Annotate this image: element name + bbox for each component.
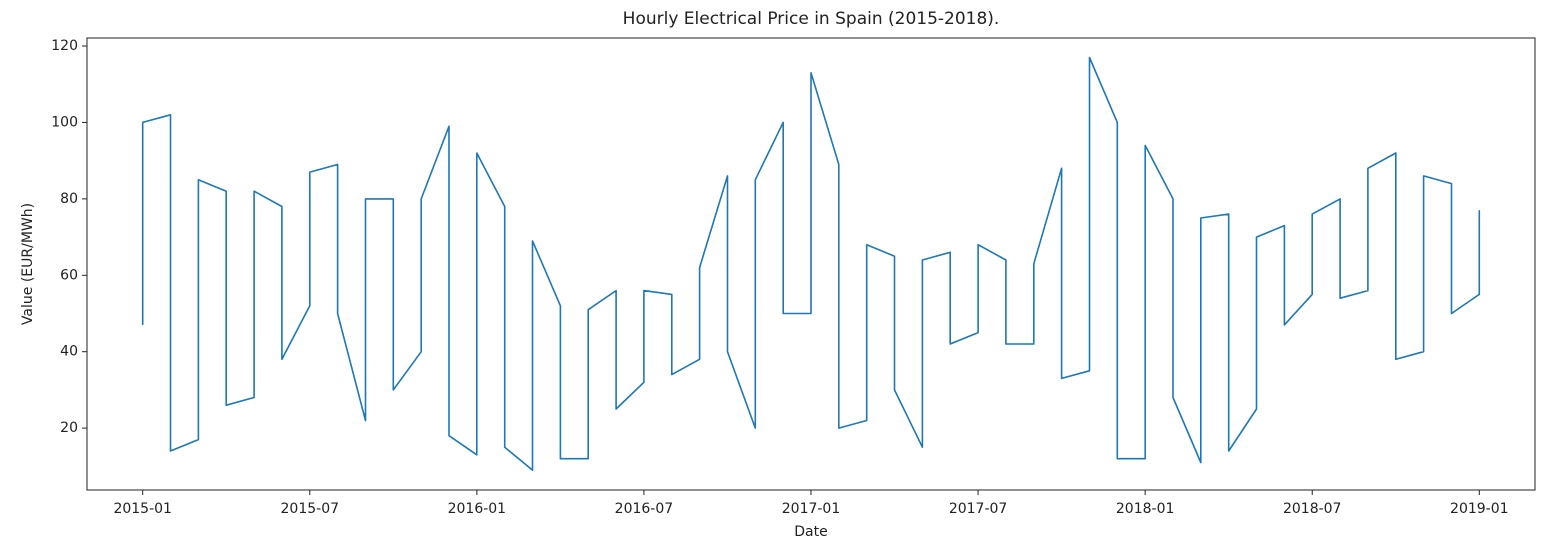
plot-frame bbox=[86, 37, 1536, 491]
y-tick-label: 80 bbox=[60, 191, 78, 207]
x-axis-label: Date bbox=[794, 524, 827, 540]
x-tick-label: 2016-01 bbox=[448, 501, 507, 517]
x-tick-label: 2018-01 bbox=[1116, 501, 1175, 517]
y-axis-label: Value (EUR/MWh) bbox=[20, 203, 36, 325]
y-tick-label: 40 bbox=[60, 344, 78, 360]
price-line bbox=[141, 56, 1481, 471]
x-tick-label: 2015-07 bbox=[281, 501, 340, 517]
y-tick-label: 20 bbox=[60, 420, 78, 436]
x-tick-label: 2016-07 bbox=[615, 501, 674, 517]
y-tick-label: 100 bbox=[51, 114, 78, 130]
y-tick-label: 120 bbox=[51, 38, 78, 54]
x-tick-label: 2018-07 bbox=[1283, 501, 1342, 517]
x-tick-label: 2017-01 bbox=[782, 501, 841, 517]
x-tick-label: 2015-01 bbox=[113, 501, 172, 517]
chart-title: Hourly Electrical Price in Spain (2015-2… bbox=[623, 9, 1000, 29]
x-tick-label: 2017-07 bbox=[949, 501, 1008, 517]
x-tick-label: 2019-01 bbox=[1450, 501, 1509, 517]
y-tick-label: 60 bbox=[60, 267, 78, 283]
